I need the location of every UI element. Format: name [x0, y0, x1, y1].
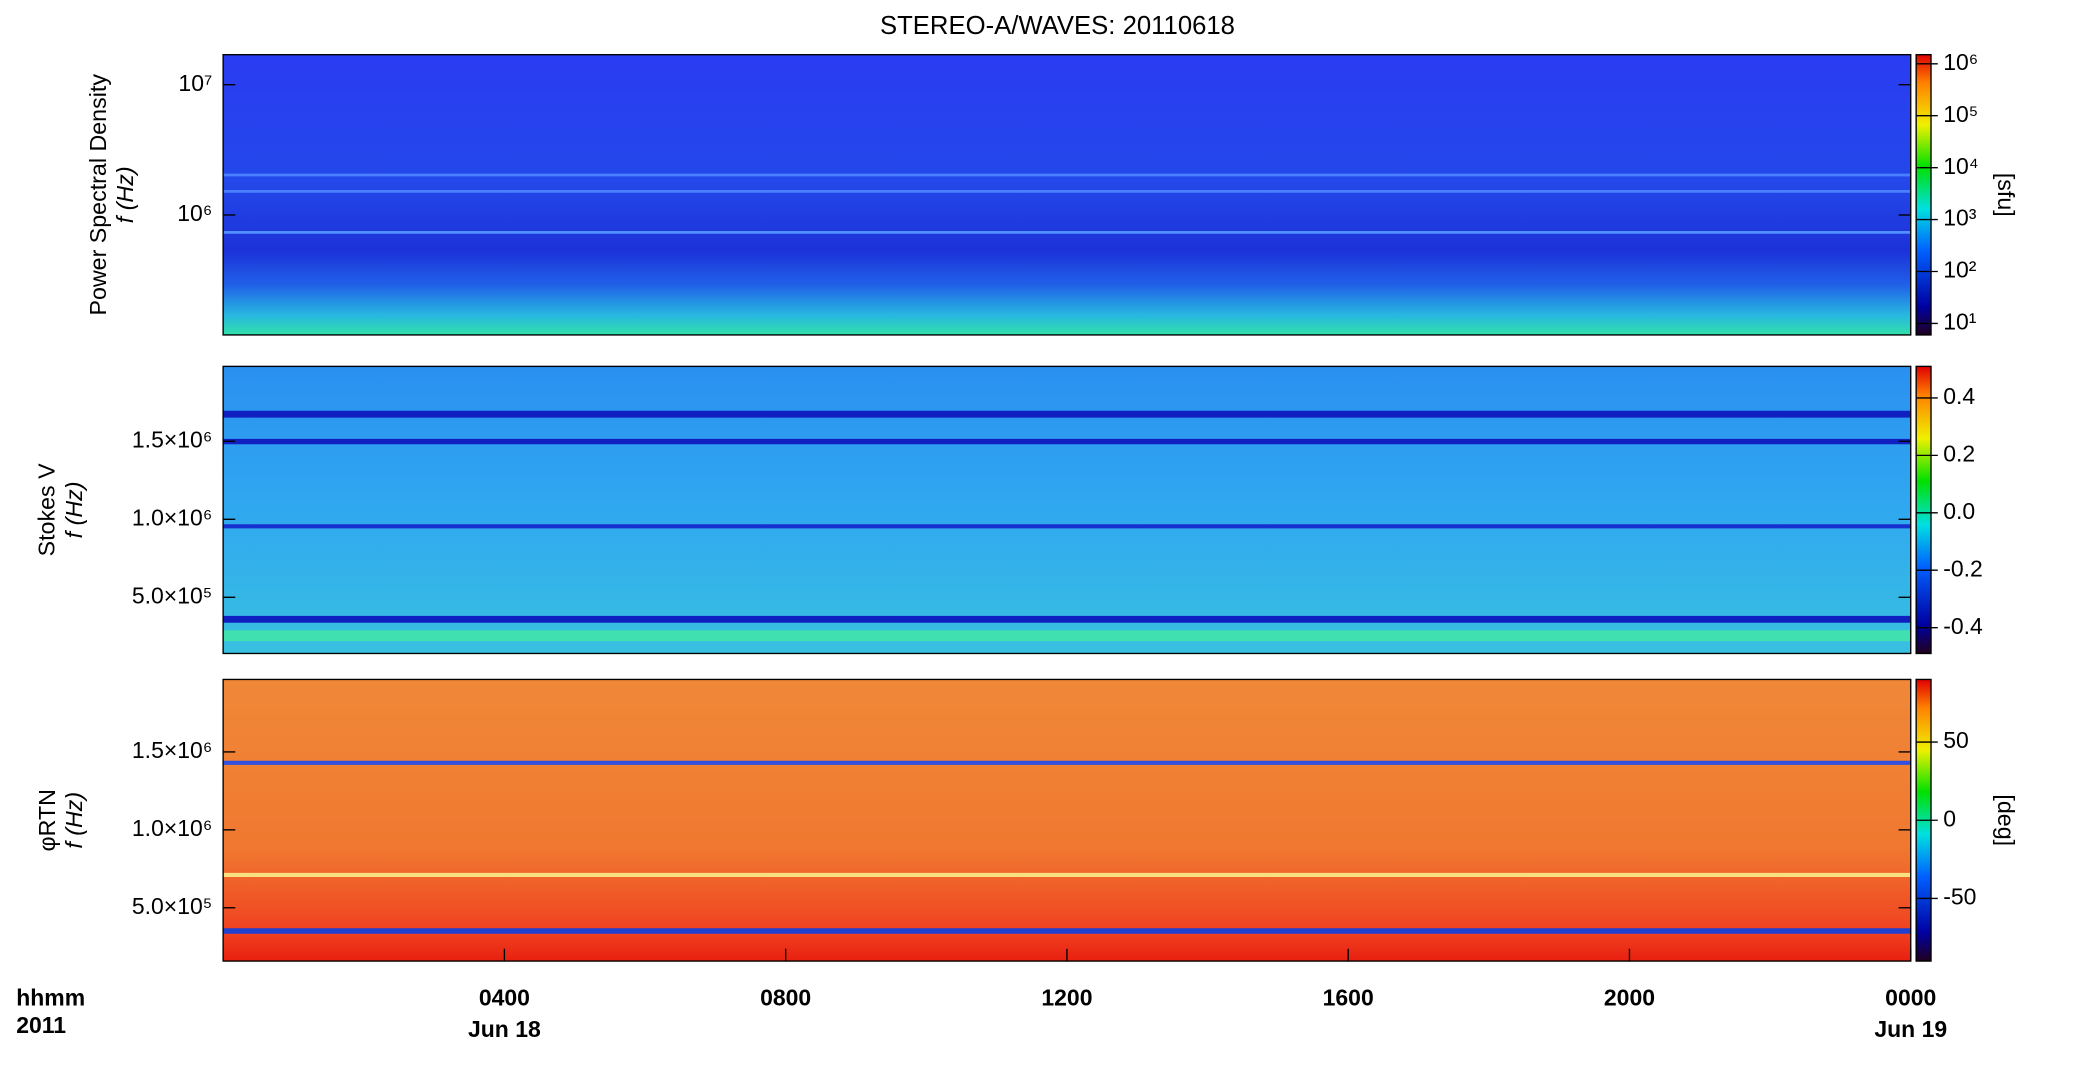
- colorbar-tick-label: 0: [1943, 805, 1956, 831]
- x-axis-label: 2011: [16, 1012, 66, 1038]
- x-tick-label: 2000: [1604, 984, 1655, 1010]
- colorbar-tick-label: 10³: [1943, 205, 1977, 231]
- y-axis-label: f (Hz): [61, 792, 87, 849]
- colorbar-tick-label: 10⁴: [1943, 153, 1978, 179]
- y-tick-label: 10⁷: [178, 70, 212, 96]
- y-axis-label: f (Hz): [61, 482, 87, 539]
- y-tick-label: 5.0×10⁵: [132, 893, 212, 919]
- y-axis-label: Power Spectral Density: [85, 74, 111, 316]
- colorbar-tick-label: -0.4: [1943, 613, 1983, 639]
- x-tick-label: 0000: [1885, 984, 1936, 1010]
- panel-texture: [223, 173, 1911, 934]
- y-tick-label: 1.0×10⁶: [132, 504, 212, 530]
- colorbar-tick-label: 0.0: [1943, 498, 1975, 524]
- colorbar-tick-label: 10⁵: [1943, 101, 1978, 127]
- x-axis-label: hhmm: [16, 984, 85, 1010]
- spectrogram-image: [223, 679, 1911, 962]
- colorbar-tick-label: 10¹: [1943, 308, 1977, 334]
- colorbar-tick-label: 0.2: [1943, 440, 1975, 466]
- y-axis-label: f (Hz): [112, 166, 138, 223]
- colorbar-tick-label: -0.2: [1943, 555, 1983, 581]
- x-date-label: Jun 19: [1874, 1016, 1947, 1042]
- x-tick-label: 1600: [1323, 984, 1374, 1010]
- spectrogram-image: [223, 54, 1911, 335]
- y-tick-label: 5.0×10⁵: [132, 582, 212, 608]
- x-tick-label: 0800: [760, 984, 811, 1010]
- colorbar-tick-label: 10⁶: [1943, 49, 1978, 75]
- colorbar-label: [deg]: [1993, 794, 2019, 846]
- colorbar-tick-label: 50: [1943, 727, 1969, 753]
- colorbar-tick-label: 0.4: [1943, 383, 1975, 409]
- plot-frame: [222, 54, 1912, 336]
- plot-frame: [222, 365, 1912, 655]
- x-tick-label: 1200: [1041, 984, 1092, 1010]
- y-tick-label: 10⁶: [177, 200, 212, 226]
- y-tick-label: 1.0×10⁶: [132, 815, 212, 841]
- chart-title: STEREO-A/WAVES: 20110618: [880, 12, 1235, 40]
- colorbar: [1915, 54, 1932, 336]
- spectrogram-image: [223, 366, 1911, 654]
- colorbar-tick-label: 10²: [1943, 257, 1977, 283]
- y-tick-label: 1.5×10⁶: [132, 426, 212, 452]
- x-tick-label: 0400: [479, 984, 530, 1010]
- x-date-label: Jun 18: [468, 1016, 541, 1042]
- colorbar-label: [sfu]: [1993, 173, 2019, 217]
- y-axis-label: φRTN: [34, 789, 60, 851]
- colorbar-tick-label: -50: [1943, 884, 1976, 910]
- y-tick-label: 1.5×10⁶: [132, 737, 212, 763]
- colorbar: [1915, 365, 1932, 655]
- y-axis-label: Stokes V: [34, 463, 60, 557]
